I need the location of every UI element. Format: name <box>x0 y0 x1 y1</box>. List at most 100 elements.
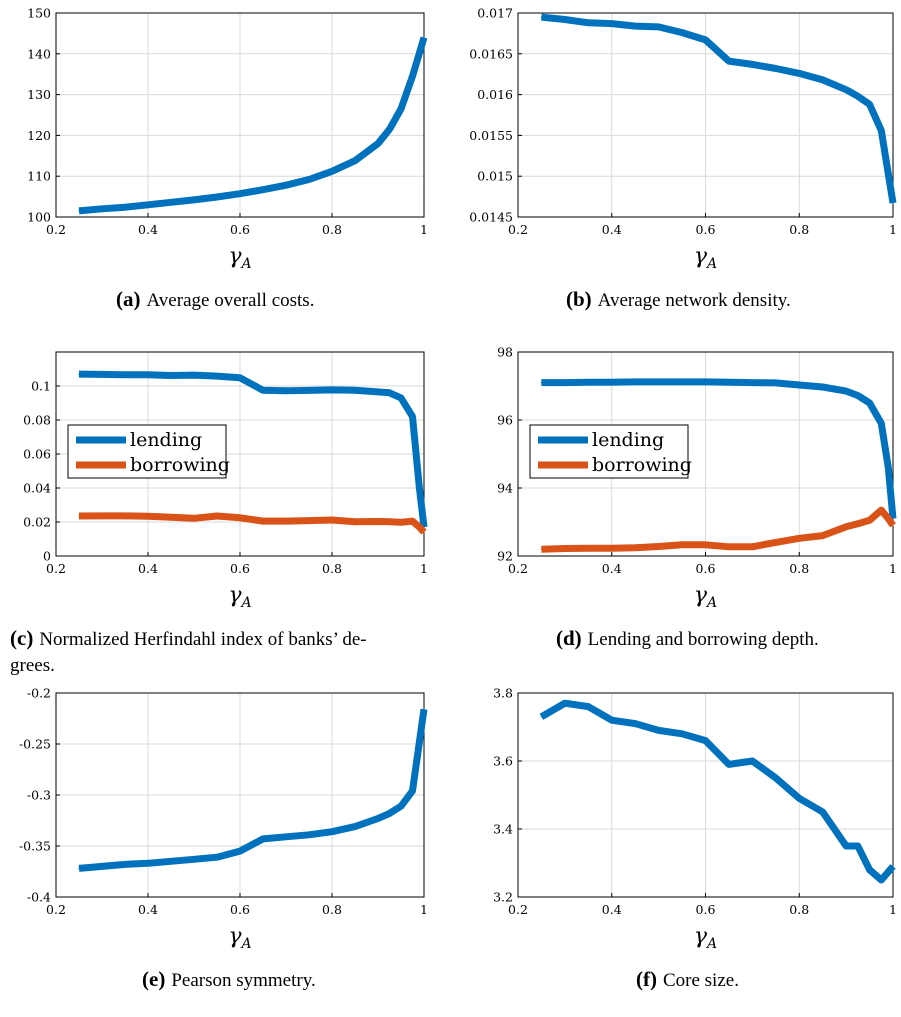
data-point <box>285 184 287 186</box>
data-point <box>308 520 310 522</box>
x-tick-label: 0.8 <box>322 222 342 237</box>
data-point <box>124 374 126 376</box>
data-point <box>751 382 753 384</box>
data-point <box>400 108 402 110</box>
caption-text: Pearson symmetry. <box>171 970 316 991</box>
data-point <box>377 520 379 523</box>
y-tick-label: 0 <box>43 549 51 564</box>
data-point <box>147 374 149 376</box>
caption-e: (e) Pearson symmetry. <box>142 966 316 994</box>
x-tick-label: 0.6 <box>230 222 250 237</box>
data-point <box>193 199 195 201</box>
data-point <box>331 831 333 833</box>
legend-label-lending: lending <box>592 429 664 451</box>
series-line-main <box>541 13 897 204</box>
data-point <box>751 63 753 66</box>
data-point <box>147 862 149 864</box>
data-point <box>634 381 636 383</box>
data-point <box>728 381 730 383</box>
data-point <box>400 397 402 399</box>
x-tick-label: 0.2 <box>508 222 528 237</box>
data-point <box>308 389 310 392</box>
caption-f: (f) Core size. <box>636 966 739 994</box>
data-point <box>658 26 660 28</box>
series-line-main <box>78 36 428 215</box>
y-tick-label: 92 <box>497 549 513 564</box>
data-point <box>681 733 683 735</box>
data-point <box>822 79 824 81</box>
data-point <box>822 535 824 537</box>
x-tick-label: 0.4 <box>138 902 158 917</box>
data-point <box>418 526 420 528</box>
data-point <box>78 867 80 870</box>
data-point <box>880 509 882 511</box>
data-point <box>147 515 149 517</box>
data-point <box>775 777 777 779</box>
data-point <box>658 545 660 548</box>
y-tick-label: 130 <box>27 87 51 102</box>
data-point <box>78 373 80 375</box>
x-tick-label: 0.6 <box>230 902 250 917</box>
caption-text: Normalized Herfindahl index of banks’ de… <box>39 629 367 650</box>
y-tick-label: 3.2 <box>493 890 513 905</box>
y-tick-label: 0.06 <box>23 447 51 462</box>
caption-label: (b) <box>566 287 592 311</box>
y-tick-label: 3.8 <box>493 686 513 701</box>
data-point <box>564 547 566 550</box>
y-tick-label: 98 <box>497 345 513 360</box>
data-point <box>564 702 566 704</box>
y-tick-label: 0.08 <box>23 413 51 428</box>
data-point <box>411 790 414 792</box>
data-point <box>857 523 859 525</box>
x-tick-label: 1 <box>889 902 897 917</box>
y-tick-label: 0.04 <box>23 481 51 496</box>
caption-text: Average network density. <box>597 290 791 311</box>
data-point <box>634 547 636 549</box>
data-point <box>78 210 80 212</box>
x-tick-label: 1 <box>889 222 897 237</box>
y-tick-label: 0.1 <box>31 379 51 394</box>
y-tick-label: 0.0165 <box>469 46 513 61</box>
x-tick-label: 1 <box>420 561 428 576</box>
data-point <box>285 836 287 838</box>
chart-herfindahl-index: 0.2 0.4 0.6 0.8 100.020.040.060.080.1γAlendi… <box>23 351 428 611</box>
data-point <box>411 520 414 522</box>
series-line-main <box>539 699 896 884</box>
data-point <box>892 202 894 204</box>
data-point <box>880 422 882 424</box>
data-point <box>377 391 379 393</box>
x-tick-label: 0.4 <box>602 561 622 576</box>
y-tick-label: 3.4 <box>493 822 513 837</box>
y-tick-label: -0.25 <box>19 737 51 752</box>
legend-box <box>67 424 227 479</box>
data-point <box>611 719 613 721</box>
chart-average-overall-costs: 0.2 0.4 0.6 0.8 1 100 110 120 130 140 150 γA <box>27 6 428 273</box>
data-point <box>193 374 195 376</box>
legend-label-borrowing: borrowing <box>592 454 692 476</box>
data-point <box>124 863 126 865</box>
data-point <box>423 531 425 533</box>
y-tick-label: -0.35 <box>19 839 51 854</box>
data-point <box>354 521 356 523</box>
x-axis-label-main: γ <box>694 244 708 269</box>
y-tick-label: 0.015 <box>477 169 513 184</box>
x-tick-label: 0.8 <box>789 902 809 917</box>
data-point <box>658 381 660 383</box>
data-point <box>728 763 730 766</box>
data-point <box>775 541 777 544</box>
data-point <box>124 515 126 517</box>
data-point <box>681 381 683 383</box>
x-axis-label: γA <box>228 924 251 952</box>
data-point <box>798 797 800 800</box>
caption-text: Average overall costs. <box>146 290 315 311</box>
y-tick-label: -0.2 <box>27 686 51 701</box>
caption-label: (c) <box>10 626 34 650</box>
data-point <box>845 390 847 392</box>
data-point <box>822 386 824 388</box>
data-point <box>354 826 356 828</box>
data-point <box>611 381 613 383</box>
data-point <box>857 845 859 847</box>
data-point <box>262 838 264 840</box>
data-point <box>285 520 287 522</box>
data-point <box>887 467 889 469</box>
